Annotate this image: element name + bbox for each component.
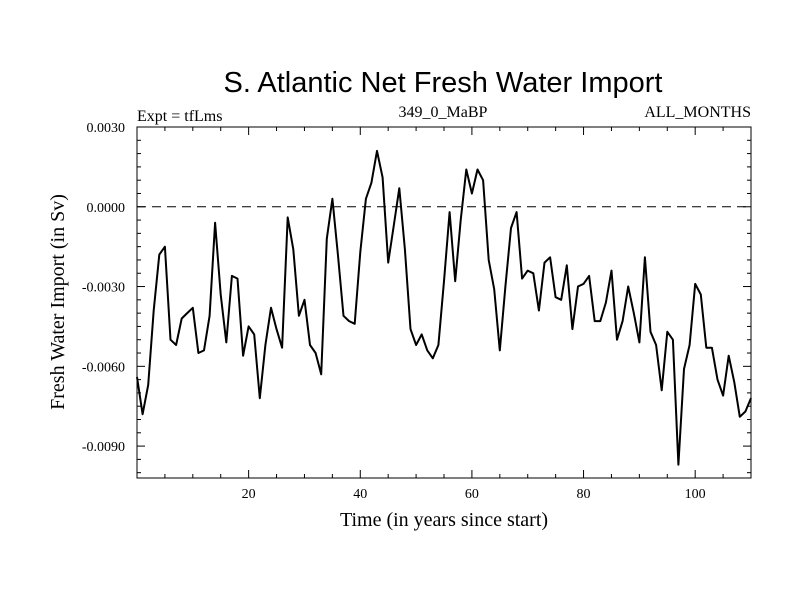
x-axis-label: Time (in years since start)	[340, 509, 548, 531]
y-tick-label: -0.0030	[82, 281, 125, 296]
x-tick-label: 40	[353, 487, 367, 502]
x-tick-label: 20	[242, 487, 256, 502]
period-label: 349_0_MaBP	[399, 104, 488, 121]
y-tick-label: -0.0090	[82, 440, 125, 455]
fresh-water-import-series-line	[136, 149, 752, 466]
chart-title: S. Atlantic Net Fresh Water Import	[224, 67, 663, 99]
months-label: ALL_MONTHS	[644, 104, 751, 121]
experiment-label: Expt = tfLms	[137, 108, 222, 125]
y-tick-label: 0.0030	[87, 121, 126, 136]
y-tick-label: 0.0000	[87, 201, 126, 216]
y-axis-label: Fresh Water Import (in Sv)	[47, 194, 69, 410]
x-tick-label: 60	[465, 487, 479, 502]
y-axis-ticks: 0.0030 0.0000 -0.0030 -0.0060 -0.0090	[82, 121, 751, 474]
x-tick-label: 100	[685, 487, 706, 502]
x-tick-label: 80	[577, 487, 591, 502]
x-axis-ticks: 20 40 60 80 100	[164, 127, 724, 502]
y-tick-label: -0.0060	[82, 360, 125, 375]
